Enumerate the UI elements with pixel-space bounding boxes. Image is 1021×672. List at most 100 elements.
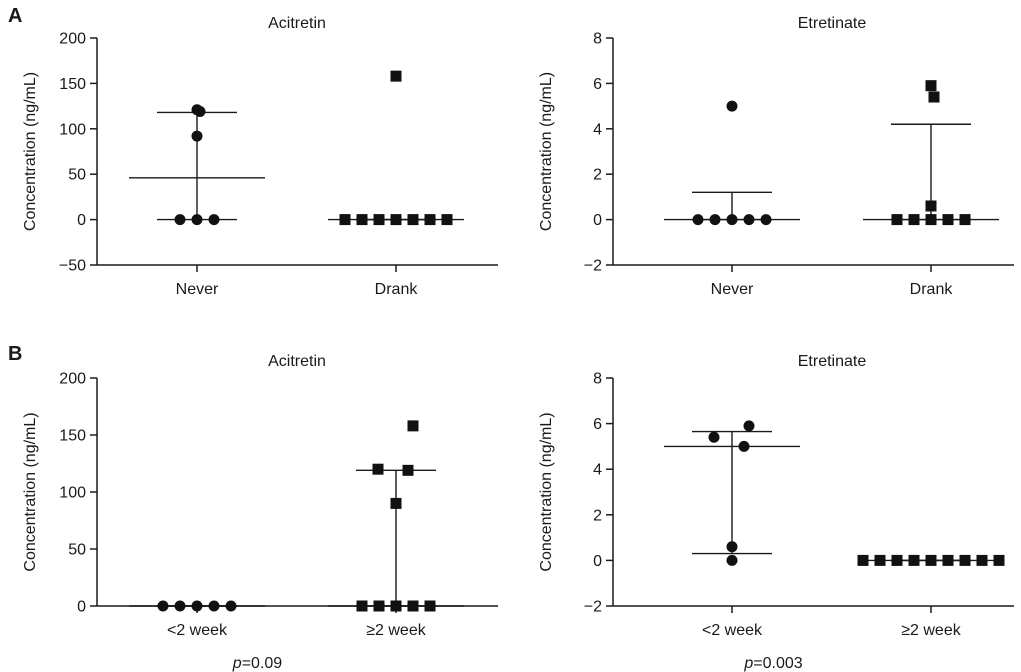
data-point-square — [959, 554, 971, 566]
data-point-circle — [174, 214, 186, 226]
y-tick-label: −2 — [584, 258, 602, 275]
data-point-square — [373, 214, 385, 226]
chart-a-acitretin: Acitretin Concentration (ng/mL) −50 0 50 100 1… — [22, 15, 498, 298]
chart-title: Acitretin — [268, 353, 326, 370]
data-point-circle — [191, 104, 203, 116]
data-point-circle — [760, 214, 772, 226]
data-point-square — [928, 91, 940, 103]
data-point-square — [407, 600, 419, 612]
y-tick-label: 8 — [593, 31, 602, 48]
data-point-circle — [191, 130, 203, 142]
data-point-circle — [726, 541, 738, 553]
data-point-square — [942, 214, 954, 226]
y-tick-label: 50 — [68, 167, 86, 184]
data-point-square — [424, 214, 436, 226]
data-point-square — [390, 497, 402, 509]
data-point-square — [356, 600, 368, 612]
chart-b-acitretin: Acitretin Concentration (ng/mL) 0 50 100 150 2… — [22, 353, 498, 672]
data-point-square — [891, 554, 903, 566]
data-point-circle — [208, 600, 220, 612]
data-point-circle — [708, 431, 720, 443]
data-point-circle — [174, 600, 186, 612]
y-tick-label: 2 — [593, 507, 602, 524]
x-category-label: Drank — [910, 281, 954, 298]
data-point-square — [441, 214, 453, 226]
y-tick-label: 2 — [593, 167, 602, 184]
y-tick-label: 50 — [68, 542, 86, 559]
y-axis-label: Concentration (ng/mL) — [22, 72, 39, 231]
chart-title: Acitretin — [268, 15, 326, 32]
data-point-square — [407, 214, 419, 226]
x-category-label: ≥2 week — [901, 622, 961, 639]
data-point-square — [390, 214, 402, 226]
data-point-square — [390, 70, 402, 82]
y-tick-label: 0 — [593, 212, 602, 229]
y-tick-label: 8 — [593, 371, 602, 388]
data-point-circle — [726, 100, 738, 112]
y-axis-label: Concentration (ng/mL) — [538, 412, 555, 571]
panel-letter-a: A — [8, 5, 22, 27]
chart-title: Etretinate — [798, 353, 867, 370]
data-point-square — [373, 600, 385, 612]
y-axis-label: Concentration (ng/mL) — [538, 72, 555, 231]
data-point-square — [959, 214, 971, 226]
x-category-label: Never — [711, 281, 754, 298]
y-tick-label: 0 — [593, 553, 602, 570]
data-point-square — [857, 554, 869, 566]
data-point-square — [356, 214, 368, 226]
x-category-label: ≥2 week — [366, 622, 426, 639]
y-axis-label: Concentration (ng/mL) — [22, 412, 39, 571]
data-point-circle — [726, 554, 738, 566]
panel-letter-b: B — [8, 343, 22, 365]
data-point-square — [407, 420, 419, 432]
y-tick-label: 6 — [593, 76, 602, 93]
data-point-square — [339, 214, 351, 226]
data-point-square — [891, 214, 903, 226]
data-point-circle — [692, 214, 704, 226]
y-tick-label: 150 — [59, 428, 86, 445]
y-tick-label: −2 — [584, 599, 602, 616]
y-tick-label: −50 — [59, 258, 86, 275]
data-point-square — [925, 80, 937, 92]
data-point-circle — [191, 600, 203, 612]
x-category-label: Drank — [375, 281, 419, 298]
data-point-square — [908, 554, 920, 566]
data-point-circle — [743, 214, 755, 226]
data-point-square — [925, 200, 937, 212]
x-category-label: <2 week — [167, 622, 228, 639]
data-point-square — [925, 214, 937, 226]
data-point-square — [976, 554, 988, 566]
data-point-square — [908, 214, 920, 226]
data-point-square — [993, 554, 1005, 566]
data-point-square — [402, 464, 414, 476]
data-point-circle — [743, 420, 755, 432]
data-point-circle — [157, 600, 169, 612]
y-tick-label: 150 — [59, 76, 86, 93]
data-point-square — [874, 554, 886, 566]
data-point-square — [942, 554, 954, 566]
data-point-circle — [191, 214, 203, 226]
y-tick-label: 0 — [77, 599, 86, 616]
p-value-label: p=0.003 — [743, 655, 802, 672]
data-point-circle — [726, 214, 738, 226]
y-tick-label: 4 — [593, 462, 602, 479]
y-tick-label: 6 — [593, 416, 602, 433]
data-point-circle — [208, 214, 220, 226]
chart-title: Etretinate — [798, 15, 867, 32]
y-tick-label: 200 — [59, 31, 86, 48]
y-tick-label: 100 — [59, 121, 86, 138]
x-category-label: <2 week — [702, 622, 763, 639]
data-point-circle — [709, 214, 721, 226]
chart-a-etretinate: Etretinate Concentration (ng/mL) −2 0 2 4 6 8 Ne… — [538, 15, 1014, 298]
data-point-square — [424, 600, 436, 612]
data-point-square — [925, 554, 937, 566]
data-point-square — [372, 463, 384, 475]
p-value-label: p=0.09 — [232, 655, 282, 672]
y-tick-label: 100 — [59, 485, 86, 502]
data-point-circle — [738, 440, 750, 452]
y-tick-label: 200 — [59, 371, 86, 388]
data-point-square — [390, 600, 402, 612]
chart-b-etretinate: Etretinate Concentration (ng/mL) −2 0 2 4 6 8 <2… — [538, 353, 1014, 672]
y-tick-label: 4 — [593, 121, 602, 138]
